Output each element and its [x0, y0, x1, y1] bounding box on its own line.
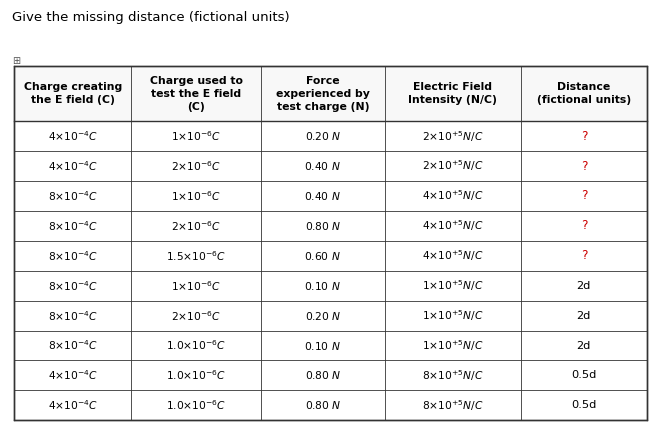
Text: Electric Field
Intensity (N/C): Electric Field Intensity (N/C) — [408, 82, 497, 105]
Text: $4{\times}10^{-4}C$: $4{\times}10^{-4}C$ — [48, 398, 98, 412]
Text: $1{\times}10^{+5}N/C$: $1{\times}10^{+5}N/C$ — [422, 338, 483, 353]
Text: $0.20\ N$: $0.20\ N$ — [305, 130, 341, 142]
Text: $2{\times}10^{+5}N/C$: $2{\times}10^{+5}N/C$ — [422, 129, 483, 143]
Text: $2{\times}10^{-6}C$: $2{\times}10^{-6}C$ — [172, 219, 221, 233]
Text: $1.0{\times}10^{-6}C$: $1.0{\times}10^{-6}C$ — [166, 339, 227, 352]
Text: Force
experienced by
test charge (N): Force experienced by test charge (N) — [276, 76, 370, 112]
Text: $1.0{\times}10^{-6}C$: $1.0{\times}10^{-6}C$ — [166, 369, 227, 382]
Text: $8{\times}10^{-4}C$: $8{\times}10^{-4}C$ — [48, 339, 98, 352]
Text: 0.5d: 0.5d — [571, 370, 597, 380]
Text: Charge creating
the E field (C): Charge creating the E field (C) — [24, 82, 122, 105]
Text: $0.40\ N$: $0.40\ N$ — [305, 190, 341, 202]
Text: Give the missing distance (fictional units): Give the missing distance (fictional uni… — [12, 11, 290, 24]
Text: $8{\times}10^{-4}C$: $8{\times}10^{-4}C$ — [48, 219, 98, 233]
Text: ?: ? — [580, 249, 587, 262]
Text: $2{\times}10^{+5}N/C$: $2{\times}10^{+5}N/C$ — [422, 159, 483, 173]
Text: $0.60\ N$: $0.60\ N$ — [305, 250, 341, 262]
Text: $4{\times}10^{-4}C$: $4{\times}10^{-4}C$ — [48, 369, 98, 382]
Bar — [14, 66, 647, 121]
Text: $8{\times}10^{-4}C$: $8{\times}10^{-4}C$ — [48, 309, 98, 323]
Text: $4{\times}10^{+5}N/C$: $4{\times}10^{+5}N/C$ — [422, 248, 483, 263]
Text: $8{\times}10^{-4}C$: $8{\times}10^{-4}C$ — [48, 279, 98, 293]
Text: $8{\times}10^{+5}N/C$: $8{\times}10^{+5}N/C$ — [422, 398, 483, 413]
Text: ?: ? — [580, 190, 587, 202]
Text: $1{\times}10^{-6}C$: $1{\times}10^{-6}C$ — [172, 189, 221, 203]
Text: Charge used to
test the E field
(C): Charge used to test the E field (C) — [150, 76, 243, 112]
Text: ?: ? — [580, 130, 587, 143]
Text: $4{\times}10^{-4}C$: $4{\times}10^{-4}C$ — [48, 129, 98, 143]
Text: $2{\times}10^{-6}C$: $2{\times}10^{-6}C$ — [172, 309, 221, 323]
Text: $8{\times}10^{-4}C$: $8{\times}10^{-4}C$ — [48, 249, 98, 263]
Bar — [14, 66, 647, 420]
Text: $0.80\ N$: $0.80\ N$ — [305, 369, 341, 381]
Text: 2d: 2d — [576, 341, 591, 351]
Text: $0.80\ N$: $0.80\ N$ — [305, 399, 341, 411]
Text: $4{\times}10^{+5}N/C$: $4{\times}10^{+5}N/C$ — [422, 189, 483, 203]
Text: ⊞: ⊞ — [12, 56, 20, 65]
Text: $8{\times}10^{-4}C$: $8{\times}10^{-4}C$ — [48, 189, 98, 203]
Text: 2d: 2d — [576, 281, 591, 291]
Text: $2{\times}10^{-6}C$: $2{\times}10^{-6}C$ — [172, 159, 221, 173]
Text: $0.20\ N$: $0.20\ N$ — [305, 309, 341, 321]
Text: $8{\times}10^{+5}N/C$: $8{\times}10^{+5}N/C$ — [422, 368, 483, 383]
Text: 0.5d: 0.5d — [571, 400, 597, 410]
Text: Distance
(fictional units): Distance (fictional units) — [537, 82, 631, 105]
Text: $1.5{\times}10^{-6}C$: $1.5{\times}10^{-6}C$ — [166, 249, 227, 263]
Text: 2d: 2d — [576, 311, 591, 321]
Text: $4{\times}10^{+5}N/C$: $4{\times}10^{+5}N/C$ — [422, 218, 483, 233]
Text: $1{\times}10^{+5}N/C$: $1{\times}10^{+5}N/C$ — [422, 278, 483, 293]
Text: $1{\times}10^{+5}N/C$: $1{\times}10^{+5}N/C$ — [422, 308, 483, 323]
Text: $1.0{\times}10^{-6}C$: $1.0{\times}10^{-6}C$ — [166, 398, 227, 412]
Text: $4{\times}10^{-4}C$: $4{\times}10^{-4}C$ — [48, 159, 98, 173]
Text: $0.10\ N$: $0.10\ N$ — [305, 339, 341, 351]
Text: $0.40\ N$: $0.40\ N$ — [305, 160, 341, 172]
Text: $1{\times}10^{-6}C$: $1{\times}10^{-6}C$ — [172, 279, 221, 293]
Text: ?: ? — [580, 160, 587, 172]
Text: $1{\times}10^{-6}C$: $1{\times}10^{-6}C$ — [172, 129, 221, 143]
Text: $0.80\ N$: $0.80\ N$ — [305, 220, 341, 232]
Text: ?: ? — [580, 220, 587, 232]
Text: $0.10\ N$: $0.10\ N$ — [305, 280, 341, 292]
